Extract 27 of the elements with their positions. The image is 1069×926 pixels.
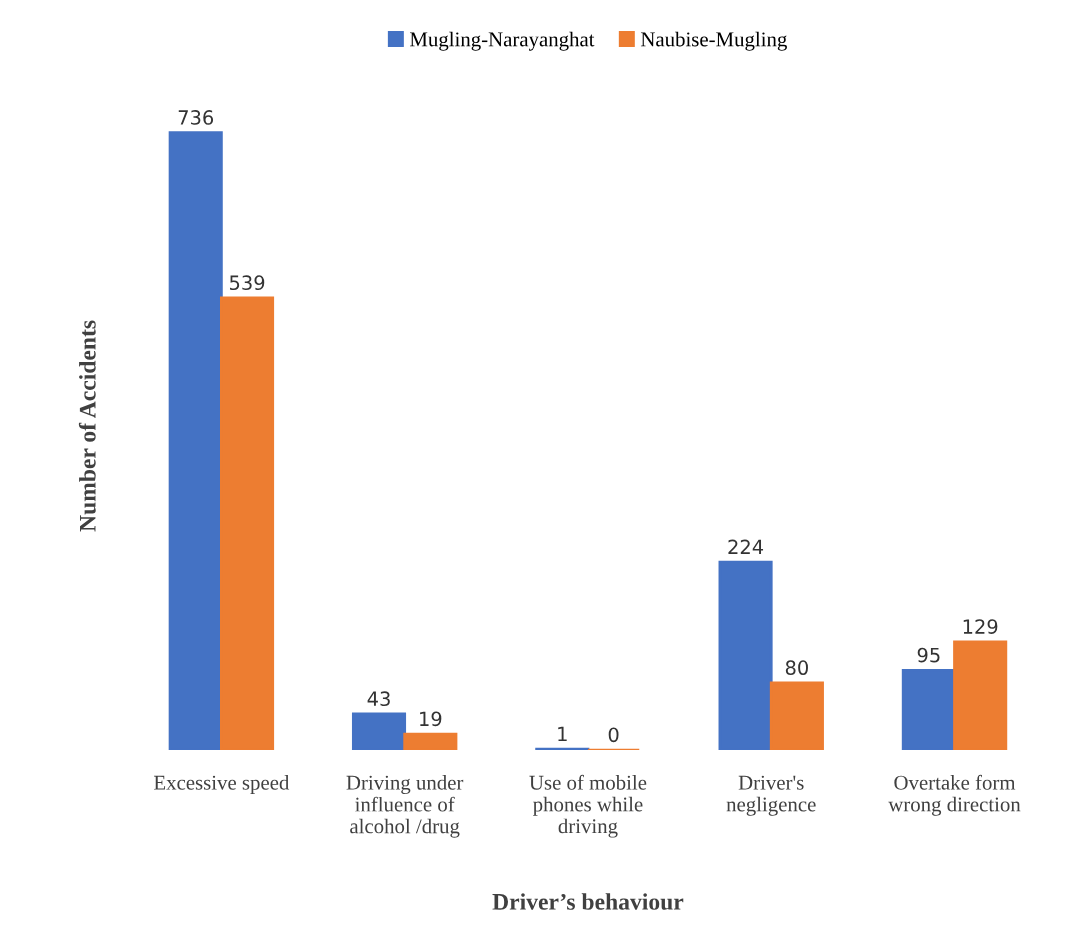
data-label: 95 <box>917 647 940 663</box>
bar <box>351 712 407 751</box>
bar <box>718 560 773 751</box>
data-label: 19 <box>420 711 442 727</box>
bar <box>220 296 275 751</box>
legend-label: Mugling-Narayanghat <box>409 31 595 51</box>
x-tick-label: Use of mobile phones while driving <box>529 774 647 838</box>
y-axis-title: Number of Accidents <box>78 320 96 532</box>
data-label: 80 <box>785 660 808 676</box>
data-label: 1 <box>558 726 567 742</box>
bar <box>168 131 223 751</box>
bar <box>953 640 1008 751</box>
x-tick-label: Driver's negligence <box>726 775 816 816</box>
data-label: 224 <box>728 539 764 554</box>
bar <box>769 681 824 751</box>
legend-label: Naubise-Mugling <box>640 31 787 51</box>
data-label: 0 <box>608 727 619 743</box>
x-tick-label: Excessive speed <box>154 775 290 794</box>
data-label: 539 <box>229 275 265 291</box>
data-label: 43 <box>367 691 390 707</box>
x-axis-title: Driver’s behaviour <box>492 893 684 910</box>
x-tick-label: Overtake form wrong direction <box>888 774 1021 816</box>
bar <box>901 668 956 751</box>
data-label: 736 <box>178 110 214 125</box>
x-tick-label: Driving under influence of alcohol /drug <box>346 775 464 838</box>
data-label: 129 <box>963 619 998 634</box>
bar <box>403 732 458 751</box>
